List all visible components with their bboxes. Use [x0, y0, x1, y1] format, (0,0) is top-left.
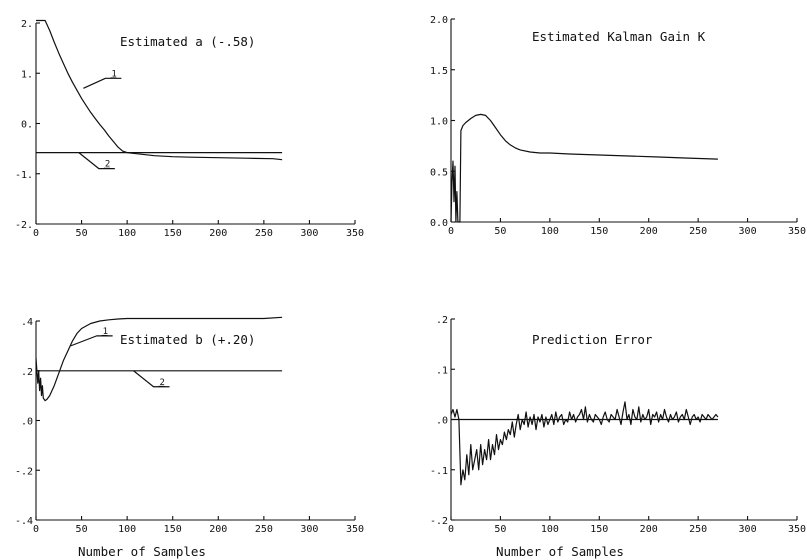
x-tick-label: 50: [494, 226, 506, 237]
y-tick-label: .0: [436, 416, 448, 427]
y-tick-label: 1.5: [430, 66, 448, 77]
annotation-leader: [133, 370, 170, 388]
x-tick-label: 0: [33, 524, 39, 535]
x-tick-label: 300: [300, 524, 318, 535]
x-tick-label: 300: [739, 226, 757, 237]
annotation-leader: [70, 335, 113, 347]
annotation-label: 1: [103, 327, 108, 337]
x-tick-label: 0: [448, 226, 454, 237]
x-tick-label: 0: [448, 524, 454, 535]
y-tick-label: 0.5: [430, 167, 448, 178]
x-tick-label: 150: [164, 524, 182, 535]
x-tick-label: 50: [76, 524, 88, 535]
y-tick-label: -.2: [430, 516, 448, 527]
series-line: [450, 113, 718, 223]
y-tick-label: .1: [436, 365, 448, 376]
y-tick-label: .2: [21, 367, 33, 378]
y-tick-label: -.2: [15, 466, 33, 477]
x-tick-label: 300: [300, 228, 318, 239]
y-tick-label: 0.: [21, 120, 33, 131]
xlabel-prediction-error: Number of Samples: [496, 544, 624, 559]
title-estimated-b: Estimated b (+.20): [120, 332, 255, 347]
x-tick-label: 200: [640, 226, 658, 237]
y-tick-label: -.1: [430, 466, 448, 477]
panel-estimated-a: 0 50 100 150 200 250 300 350 -2. -1. 0. 1. 2. Estima…: [15, 19, 364, 239]
x-tick-label: 150: [164, 228, 182, 239]
x-tick-label: 250: [255, 228, 273, 239]
x-tick-label: 50: [494, 524, 506, 535]
annotation-leader: [78, 152, 115, 170]
series-line: [450, 401, 719, 486]
y-tick-label: .0: [21, 417, 33, 428]
title-kalman-gain: Estimated Kalman Gain K: [532, 29, 706, 44]
x-tick-label: 50: [76, 228, 88, 239]
y-tick-label: 1.0: [430, 117, 448, 128]
title-estimated-a: Estimated a (-.58): [120, 34, 255, 49]
x-tick-label: 300: [739, 524, 757, 535]
x-tick-label: 200: [209, 524, 227, 535]
x-tick-label: 350: [788, 226, 806, 237]
y-tick-label: -1.: [15, 170, 33, 181]
y-tick-label: 0.0: [430, 218, 448, 229]
panel-estimated-b: 0 50 100 150 200 250 300 350 -.4 -.2 .0 .2 .4 Estima…: [15, 316, 364, 559]
panel-kalman-gain: 0 50 100 150 200 250 300 350 0.0 0.5 1.0 1.5 2.0 Est…: [430, 15, 806, 237]
series-line: [36, 19, 283, 161]
x-tick-label: 250: [689, 524, 707, 535]
x-tick-label: 0: [33, 228, 39, 239]
annotation-label: 2: [160, 378, 165, 388]
y-tick-label: .4: [21, 317, 33, 328]
x-tick-label: 200: [209, 228, 227, 239]
x-tick-label: 100: [118, 228, 136, 239]
x-tick-label: 100: [541, 226, 559, 237]
series-line: [35, 316, 283, 402]
x-tick-label: 150: [590, 226, 608, 237]
y-tick-label: 1.: [21, 69, 33, 80]
x-tick-label: 250: [689, 226, 707, 237]
y-tick-label: -.4: [15, 516, 33, 527]
x-tick-label: 100: [118, 524, 136, 535]
y-tick-label: .2: [436, 315, 448, 326]
annotation-label: 1: [111, 69, 116, 79]
x-tick-label: 100: [541, 524, 559, 535]
x-tick-label: 350: [788, 524, 806, 535]
title-prediction-error: Prediction Error: [532, 332, 653, 347]
x-tick-label: 250: [255, 524, 273, 535]
x-tick-label: 150: [590, 524, 608, 535]
xlabel-estimated-b: Number of Samples: [78, 544, 206, 559]
y-tick-label: 2.0: [430, 15, 448, 26]
y-tick-label: -2.: [15, 220, 33, 231]
x-tick-label: 350: [346, 524, 364, 535]
x-tick-label: 200: [640, 524, 658, 535]
x-tick-label: 350: [346, 228, 364, 239]
panel-prediction-error: 0 50 100 150 200 250 300 350 -.2 -.1 .0 .1 .2 Predic…: [430, 315, 806, 559]
annotation-leader: [83, 77, 122, 89]
y-tick-label: 2.: [21, 19, 33, 30]
annotation-label: 2: [105, 160, 110, 170]
